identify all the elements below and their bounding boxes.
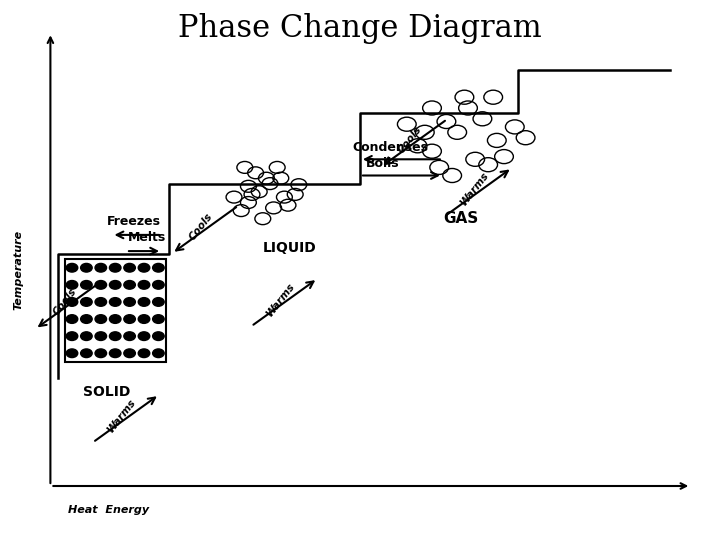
Circle shape (109, 264, 121, 272)
Bar (65, 259, 166, 362)
Text: Heat  Energy: Heat Energy (68, 505, 150, 515)
Circle shape (138, 349, 150, 357)
Circle shape (95, 264, 107, 272)
Circle shape (153, 264, 164, 272)
Text: LIQUID: LIQUID (263, 241, 317, 255)
Circle shape (153, 298, 164, 306)
Text: SOLID: SOLID (83, 384, 130, 399)
Circle shape (81, 280, 92, 289)
Circle shape (153, 280, 164, 289)
Text: Temperature: Temperature (13, 230, 23, 310)
Text: Phase Change Diagram: Phase Change Diagram (178, 14, 542, 44)
Circle shape (81, 315, 92, 323)
Circle shape (95, 280, 107, 289)
Circle shape (124, 280, 135, 289)
Circle shape (81, 332, 92, 341)
Circle shape (153, 332, 164, 341)
Text: Warms: Warms (106, 397, 138, 434)
Circle shape (109, 349, 121, 357)
Circle shape (138, 315, 150, 323)
Circle shape (109, 280, 121, 289)
Circle shape (95, 349, 107, 357)
Circle shape (138, 298, 150, 306)
Circle shape (95, 315, 107, 323)
Circle shape (109, 298, 121, 306)
Text: Cools: Cools (51, 287, 78, 318)
Circle shape (124, 349, 135, 357)
Circle shape (66, 298, 78, 306)
Circle shape (138, 264, 150, 272)
Circle shape (109, 332, 121, 341)
Text: Melts: Melts (128, 231, 166, 244)
Circle shape (138, 332, 150, 341)
Circle shape (66, 315, 78, 323)
Circle shape (81, 264, 92, 272)
Circle shape (95, 332, 107, 341)
Circle shape (66, 332, 78, 341)
Text: Cools: Cools (188, 211, 215, 242)
Circle shape (124, 264, 135, 272)
Circle shape (66, 280, 78, 289)
Circle shape (81, 298, 92, 306)
Circle shape (124, 315, 135, 323)
Text: Freezes: Freezes (107, 215, 161, 228)
Circle shape (109, 315, 121, 323)
Text: Warms: Warms (264, 281, 297, 318)
Text: Condenses: Condenses (353, 141, 429, 154)
Text: Warms: Warms (459, 170, 491, 207)
Circle shape (138, 280, 150, 289)
Text: Boils: Boils (366, 157, 400, 170)
Circle shape (66, 349, 78, 357)
Circle shape (81, 349, 92, 357)
Circle shape (66, 264, 78, 272)
Circle shape (124, 298, 135, 306)
Text: GAS: GAS (443, 211, 478, 226)
Text: Cools: Cools (397, 125, 423, 156)
Circle shape (153, 349, 164, 357)
Circle shape (95, 298, 107, 306)
Circle shape (153, 315, 164, 323)
Circle shape (124, 332, 135, 341)
